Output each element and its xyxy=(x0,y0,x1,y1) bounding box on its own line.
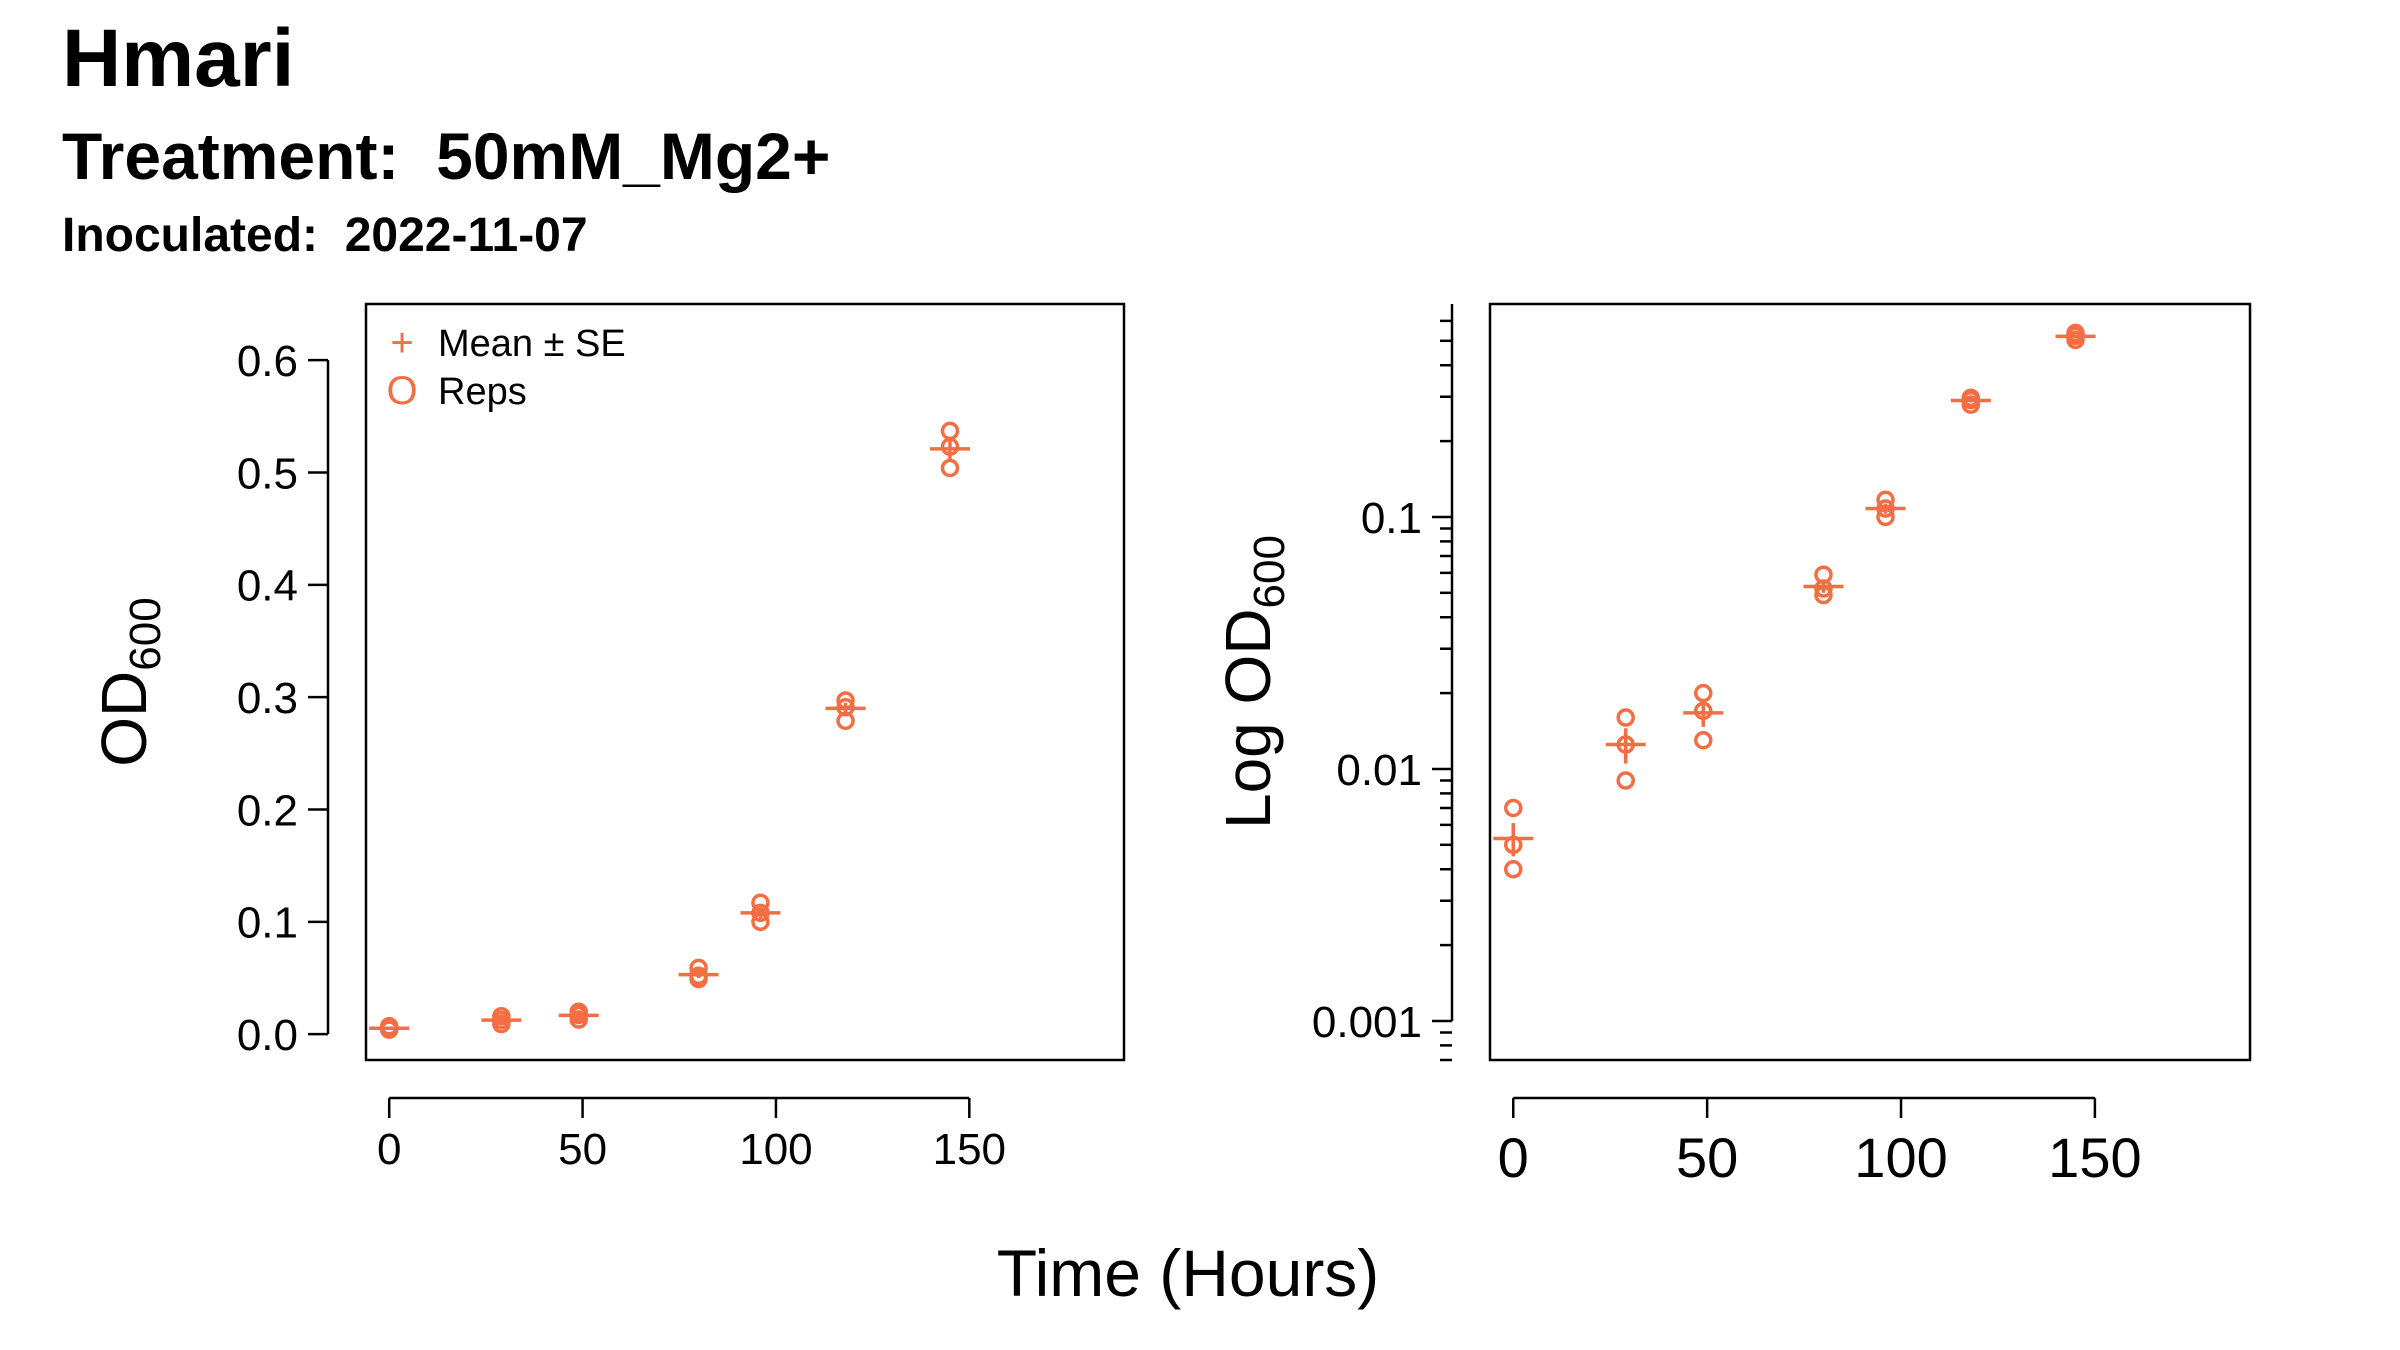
log-rep-point xyxy=(2066,323,2085,343)
inoculated-heading: Inoculated: 2022-11-07 xyxy=(62,209,588,262)
treatment-value: 50mM_Mg2+ xyxy=(436,119,831,193)
log-x-tick-label: 0 xyxy=(1498,1126,1529,1189)
log-plot-frame xyxy=(1488,302,2252,1062)
linear-od-panel: OD600 + Mean ± SE O Reps 0.0 0.1 0.2 0.3 0.4… xyxy=(88,302,1126,1174)
log-rep-point xyxy=(1876,507,1895,527)
linear-x-tick-label: 150 xyxy=(933,1125,1006,1174)
inoculated-date: 2022-11-07 xyxy=(344,209,588,262)
legend-mean-symbol: + xyxy=(390,321,413,365)
log-rep-point xyxy=(1876,490,1895,510)
log-rep-point xyxy=(1504,798,1523,818)
linear-plot-frame xyxy=(364,302,1126,1062)
log-axes xyxy=(1432,304,2097,1118)
linear-x-tick-label: 100 xyxy=(739,1125,812,1174)
log-rep-point xyxy=(1504,859,1523,879)
linear-rep-point xyxy=(940,421,960,441)
linear-rep-point xyxy=(492,1006,511,1026)
linear-rep-point xyxy=(569,1002,588,1021)
log-y-tick-label: 0.01 xyxy=(1336,746,1422,795)
log-rep-point xyxy=(1694,683,1713,703)
log-od-panel: Log OD600 0.001 0.01 0.1 0 50 100 150 xyxy=(1212,302,2252,1189)
linear-y-tick-label: 0.6 xyxy=(237,337,298,386)
x-axis-label: Time (Hours) xyxy=(997,1236,1380,1310)
log-y-axis-label: Log OD600 xyxy=(1212,535,1294,829)
treatment-heading: Treatment: 50mM_Mg2+ xyxy=(62,119,831,193)
linear-rep-point xyxy=(751,903,770,923)
legend-reps-label: Reps xyxy=(438,371,527,413)
linear-series-reps xyxy=(369,421,970,1039)
log-rep-point xyxy=(1694,701,1713,721)
linear-y-tick-label: 0.0 xyxy=(237,1011,298,1060)
log-x-tick-label: 150 xyxy=(2048,1126,2141,1189)
linear-y-tick-label: 0.1 xyxy=(237,899,298,948)
log-rep-point xyxy=(1616,735,1635,754)
log-rep-point xyxy=(1961,388,1981,408)
log-rep-point xyxy=(1616,771,1635,790)
linear-rep-point xyxy=(751,912,770,932)
log-rep-point xyxy=(1616,708,1635,727)
log-y-tick-label: 0.001 xyxy=(1312,998,1422,1047)
linear-rep-point xyxy=(751,893,770,912)
linear-rep-point xyxy=(836,698,855,717)
linear-rep-point xyxy=(836,691,855,710)
log-rep-point xyxy=(1876,499,1895,518)
linear-rep-point xyxy=(689,958,708,978)
linear-y-tick-label: 0.5 xyxy=(237,449,298,498)
log-rep-point xyxy=(1814,565,1833,584)
legend-reps-symbol: O xyxy=(386,369,417,413)
strain-title: Hmari xyxy=(62,13,295,104)
log-rep-point xyxy=(1814,585,1833,605)
linear-y-tick-label: 0.3 xyxy=(237,674,298,723)
linear-rep-point xyxy=(379,1017,399,1036)
log-x-tick-label: 50 xyxy=(1676,1126,1738,1189)
log-rep-point xyxy=(1694,731,1713,750)
log-x-tick-label: 100 xyxy=(1854,1126,1947,1189)
linear-y-tick-label: 0.4 xyxy=(237,562,298,611)
linear-x-tick-label: 50 xyxy=(558,1125,607,1174)
linear-rep-point xyxy=(689,966,708,986)
legend-mean-label: Mean ± SE xyxy=(438,323,626,365)
linear-axes xyxy=(308,358,971,1118)
legend: + Mean ± SE O Reps xyxy=(386,321,625,413)
linear-y-tick-label: 0.2 xyxy=(237,786,298,835)
log-y-tick-label: 0.1 xyxy=(1361,494,1422,543)
linear-rep-point xyxy=(940,458,960,478)
log-rep-point xyxy=(1504,835,1523,855)
linear-x-tick-label: 0 xyxy=(377,1125,401,1174)
linear-y-axis-label: OD600 xyxy=(88,597,170,766)
log-series-reps xyxy=(1493,323,2096,879)
